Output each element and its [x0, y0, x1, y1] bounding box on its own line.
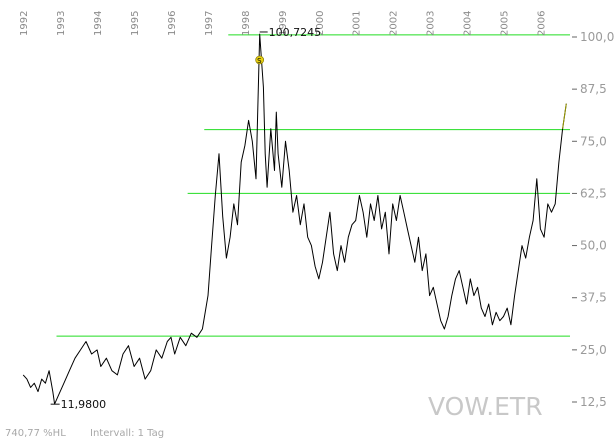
x-tick-1997: 1997 [204, 11, 215, 36]
low-value-label: 11,9800 [61, 398, 107, 411]
recent-price-segment-0 [562, 103, 567, 129]
annotations: 100,7245 11,9800 S [50, 26, 322, 411]
x-tick-1995: 1995 [130, 11, 141, 36]
x-tick-1993: 1993 [56, 11, 67, 36]
price-line-0 [22, 33, 567, 405]
x-tick-1998: 1998 [241, 11, 252, 36]
signal-marker-circle [255, 55, 265, 65]
y-tick-label-1: 87,5 [580, 82, 607, 96]
x-tick-2003: 2003 [426, 11, 437, 36]
x-tick-2006: 2006 [536, 11, 547, 36]
signal-marker-label: S [257, 57, 262, 65]
y-tick-label-3: 62,5 [580, 186, 607, 200]
x-tick-1996: 1996 [167, 11, 178, 36]
x-tick-2002: 2002 [389, 11, 400, 36]
x-tick-1994: 1994 [93, 11, 104, 36]
x-tick-2004: 2004 [463, 11, 474, 36]
y-tick-label-7: 12,5 [580, 395, 607, 409]
footer-right: Intervall: 1 Tag [90, 428, 164, 439]
footer-left: 740,77 %HL [5, 428, 66, 439]
symbol-label: VOW.ETR [428, 392, 543, 421]
price-series [22, 33, 567, 405]
x-tick-1999: 1999 [278, 11, 289, 36]
y-tick-label-2: 75,0 [580, 134, 607, 148]
y-tick-label-0: 100,0 [580, 30, 614, 44]
high-value-label: 100,7245 [269, 26, 322, 39]
y-axis-ticks: 100,0 87,5 75,0 62,5 50,0 37,5 25,0 12,5 [572, 30, 614, 409]
x-axis-ticks: 1992 1993 1994 1995 1996 1997 1998 1999 2000 2001… [19, 11, 547, 36]
support-resistance-lines [56, 34, 570, 337]
y-tick-label-6: 25,0 [580, 343, 607, 357]
x-tick-2001: 2001 [352, 11, 363, 36]
x-tick-1992: 1992 [19, 11, 30, 36]
x-tick-2000: 2000 [315, 11, 326, 36]
x-tick-2005: 2005 [500, 11, 511, 36]
y-tick-label-5: 37,5 [580, 291, 607, 305]
y-tick-label-4: 50,0 [580, 239, 607, 253]
